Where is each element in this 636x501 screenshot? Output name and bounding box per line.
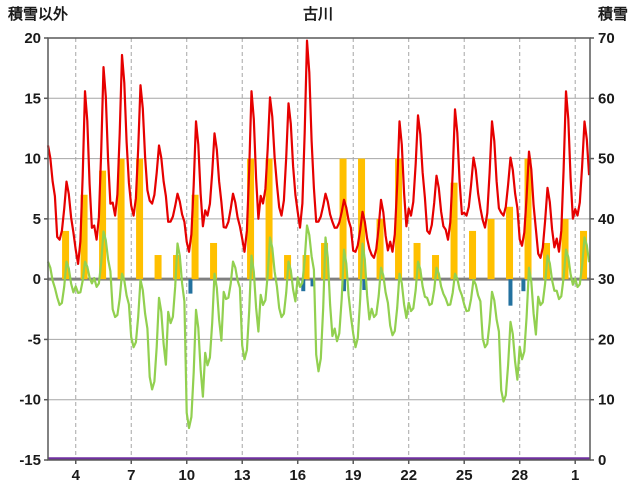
orange-bar (210, 242, 218, 280)
orange-bar (469, 230, 477, 280)
green-line (46, 224, 591, 430)
blue-bar (362, 279, 367, 290)
orange-bar (62, 230, 70, 280)
orange-bar (487, 218, 495, 280)
orange-bar (395, 158, 403, 280)
orange-bar (524, 158, 532, 280)
right-axis-tick-label: 50 (598, 151, 615, 168)
right-axis-tick-label: 70 (598, 30, 615, 47)
left-axis-tick-label: -10 (19, 392, 41, 409)
orange-bar (450, 182, 458, 280)
right-axis-tick-label: 60 (598, 90, 615, 107)
orange-bar (247, 158, 255, 280)
blue-bar (508, 279, 513, 306)
right-axis-tick-label: 30 (598, 271, 615, 288)
orange-bar (339, 158, 347, 280)
orange-bar (376, 218, 384, 280)
orange-bar (302, 255, 310, 280)
x-axis-tick-label: 19 (345, 467, 362, 484)
right-axis-title: 積雪 (597, 6, 628, 23)
x-axis-tick-label: 13 (234, 467, 251, 484)
left-axis-tick-label: 0 (33, 271, 41, 288)
chart-title: 古川 (302, 6, 333, 23)
blue-bar (310, 279, 315, 287)
orange-bar (191, 194, 199, 280)
left-axis-tick-label: -15 (19, 452, 41, 469)
orange-bar (136, 158, 144, 280)
orange-bar (80, 194, 88, 280)
orange-bar (413, 242, 421, 280)
left-axis-tick-label: 20 (24, 30, 41, 47)
right-axis-tick-label: 40 (598, 211, 615, 228)
left-axis-tick-label: -5 (28, 331, 41, 348)
x-axis-tick-label: 22 (400, 467, 417, 484)
blue-bar (341, 279, 346, 292)
x-axis-tick-label: 1 (571, 467, 579, 484)
orange-bar (432, 255, 440, 280)
x-axis-tick-label: 28 (511, 467, 528, 484)
blue-bar (301, 279, 306, 292)
orange-bar (99, 170, 107, 280)
x-axis-tick-label: 4 (72, 467, 81, 484)
x-axis-tick-label: 16 (289, 467, 306, 484)
right-axis-tick-label: 10 (598, 392, 615, 409)
orange-bar (265, 158, 273, 280)
plot-border (47, 37, 591, 461)
left-axis-tick-label: 10 (24, 151, 41, 168)
orange-bar (154, 255, 162, 280)
x-axis-tick-label: 10 (178, 467, 195, 484)
left-axis-title: 積雪以外 (8, 6, 69, 23)
orange-bar (561, 218, 569, 280)
right-axis-tick-label: 20 (598, 331, 615, 348)
x-axis-tick-label: 7 (127, 467, 135, 484)
orange-bar (506, 206, 514, 280)
red-line (46, 39, 591, 265)
right-axis-tick-label: 0 (598, 452, 606, 469)
blue-bar (188, 279, 193, 294)
orange-bar (117, 158, 125, 280)
blue-bar (521, 279, 526, 292)
left-axis-tick-label: 5 (33, 211, 41, 228)
x-axis-tick-label: 25 (456, 467, 473, 484)
left-axis-tick-label: 15 (24, 90, 41, 107)
